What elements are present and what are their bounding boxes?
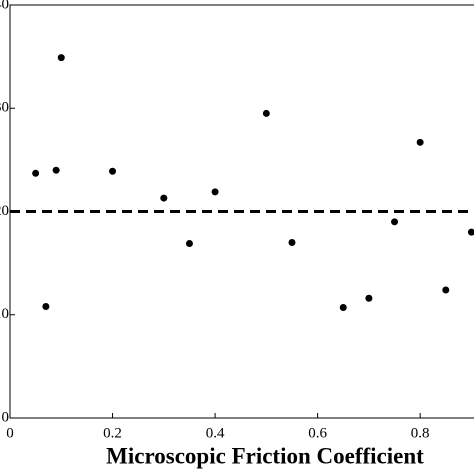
point — [32, 169, 40, 177]
x-tick-label: 0.4 — [206, 425, 225, 441]
y-tick-label: 0 — [2, 409, 10, 425]
point — [52, 166, 60, 174]
point — [211, 188, 219, 196]
point — [365, 294, 373, 302]
point — [339, 304, 347, 312]
x-tick-label: 0.2 — [103, 425, 122, 441]
point — [185, 240, 193, 248]
x-tick-label: 0.8 — [411, 425, 430, 441]
x-tick-label: 0.6 — [308, 425, 327, 441]
point — [391, 218, 399, 226]
y-tick-label: 20 — [0, 203, 9, 219]
y-tick-label: 10 — [0, 306, 9, 322]
point — [57, 54, 65, 62]
point — [416, 138, 424, 146]
point — [42, 302, 50, 310]
y-tick-label: 30 — [0, 100, 9, 116]
x-axis-label: Microscopic Friction Coefficient — [106, 443, 424, 468]
point — [288, 238, 296, 246]
point — [467, 228, 474, 236]
point — [442, 286, 450, 294]
y-tick-label: 40 — [0, 0, 9, 12]
point — [109, 167, 117, 175]
point — [262, 109, 270, 117]
x-tick-label: 0 — [6, 425, 14, 441]
point — [160, 194, 168, 202]
